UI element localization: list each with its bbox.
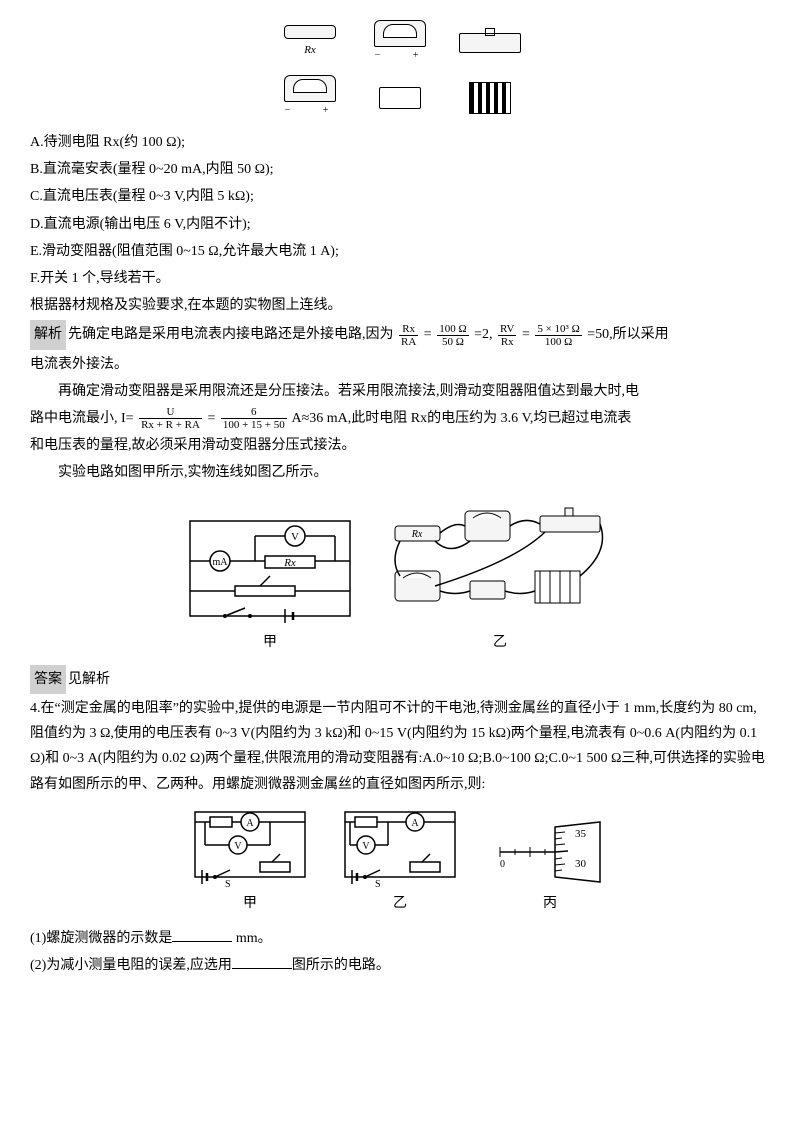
q4-circuit-jia: A V S 甲 [190, 807, 310, 916]
equipment-row-1: Rx − + [30, 20, 770, 65]
svg-text:mA: mA [213, 557, 229, 568]
fraction-2: 100 Ω50 Ω [437, 323, 468, 348]
instruction: 根据器材规格及实验要求,在本题的实物图上连线。 [30, 293, 770, 318]
circuit-jia: V mA Rx 甲 [185, 516, 355, 655]
q4-label-bing: 丙 [490, 891, 610, 916]
circuit-figures-1: V mA Rx 甲 [30, 496, 770, 655]
item-f: F.开关 1 个,导线若干。 [30, 266, 770, 291]
milliammeter: − + [365, 20, 435, 65]
svg-text:Rx: Rx [283, 557, 296, 569]
q4-micrometer: 0 35 30 丙 [490, 817, 610, 916]
answer-label: 答案 [30, 665, 66, 694]
analysis-label: 解析 [30, 320, 66, 349]
ma-terminals: − + [375, 47, 434, 65]
fraction-6: 6100 + 15 + 50 [221, 406, 287, 431]
circuit-jia-svg: V mA Rx [185, 516, 355, 626]
resistor-rx: Rx [275, 20, 345, 65]
fraction-3: RVRx [498, 323, 516, 348]
q4-label-jia: 甲 [190, 891, 310, 916]
analysis-line-1: 解析先确定电路是采用电流表内接电路还是外接电路,因为 RxRA = 100 Ω5… [30, 320, 770, 349]
mid2: =50,所以采用 [587, 327, 668, 342]
rheostat [455, 20, 525, 65]
item-e: E.滑动变阻器(阻值范围 0~15 Ω,允许最大电流 1 A); [30, 239, 770, 264]
q4-sub1: (1)螺旋测微器的示数是 mm。 [30, 926, 770, 951]
fraction-5: URx + R + RA [139, 406, 202, 431]
q4-sub1-a: (1)螺旋测微器的示数是 [30, 931, 172, 946]
q4-jia-svg: A V S [190, 807, 310, 887]
analysis-line-3c: 和电压表的量程,故必须采用滑动变阻器分压式接法。 [30, 433, 770, 458]
q4-circuit-yi: A V S 乙 [340, 807, 460, 916]
label-jia: 甲 [185, 630, 355, 655]
line3b: A≈36 mA,此时电阻 Rx的电压约为 3.6 V,均已超过电流表 [292, 411, 632, 426]
v-terminals: − + [285, 102, 344, 120]
line3a: 路中电流最小, I= [30, 411, 134, 426]
voltmeter: − + [275, 75, 345, 120]
rx-label: Rx [304, 41, 316, 61]
answer-line: 答案见解析 [30, 665, 770, 694]
q4-intro: 4.在“测定金属的电阻率”的实验中,提供的电源是一节内阻可不计的干电池,待测金属… [30, 696, 770, 797]
item-c: C.直流电压表(量程 0~3 V,内阻 5 kΩ); [30, 184, 770, 209]
micrometer-svg: 0 35 30 [490, 817, 610, 887]
svg-text:Rx: Rx [411, 529, 423, 540]
circuit-yi: Rx 乙 [385, 496, 615, 655]
switch [365, 75, 435, 120]
fraction-4: 5 × 10³ Ω100 Ω [535, 323, 581, 348]
svg-text:S: S [225, 879, 231, 887]
analysis-line-2: 再确定滑动变阻器是采用限流还是分压接法。若采用限流接法,则滑动变阻器阻值达到最大… [30, 379, 770, 404]
analysis-line-4: 实验电路如图甲所示,实物连线如图乙所示。 [30, 460, 770, 485]
analysis-line-1b: 电流表外接法。 [30, 352, 770, 377]
analysis-line-3: 路中电流最小, I= URx + R + RA = 6100 + 15 + 50… [30, 406, 770, 431]
eq3: = [207, 411, 218, 426]
svg-text:V: V [291, 531, 299, 543]
svg-text:A: A [246, 818, 254, 829]
fraction-1: RxRA [399, 323, 418, 348]
blank-1 [172, 927, 232, 942]
eq1: = [424, 327, 435, 342]
equipment-row-2: − + [30, 75, 770, 120]
label-yi: 乙 [385, 630, 615, 655]
item-b: B.直流毫安表(量程 0~20 mA,内阻 50 Ω); [30, 157, 770, 182]
svg-text:0: 0 [500, 859, 505, 870]
circuit-figures-2: A V S 甲 A V [30, 807, 770, 916]
answer-text: 见解析 [68, 672, 110, 687]
svg-text:S: S [375, 879, 381, 887]
blank-2 [232, 954, 292, 969]
item-d: D.直流电源(输出电压 6 V,内阻不计); [30, 212, 770, 237]
analysis-text-1a: 先确定电路是采用电流表内接电路还是外接电路,因为 [68, 327, 394, 342]
q4-sub2-a: (2)为减小测量电阻的误差,应选用 [30, 958, 232, 973]
eq2: = [522, 327, 533, 342]
q4-sub2: (2)为减小测量电阻的误差,应选用 图所示的电路。 [30, 953, 770, 978]
q4-sub1-b: mm。 [232, 931, 271, 946]
equipment-illustration: Rx − + − + [30, 20, 770, 120]
circuit-yi-svg: Rx [385, 496, 615, 626]
svg-text:V: V [234, 841, 242, 852]
item-a: A.待测电阻 Rx(约 100 Ω); [30, 130, 770, 155]
svg-text:A: A [411, 818, 419, 829]
mid1: =2, [474, 327, 492, 342]
battery [455, 75, 525, 120]
q4-yi-svg: A V S [340, 807, 460, 887]
svg-text:V: V [362, 841, 370, 852]
q4-label-yi: 乙 [340, 891, 460, 916]
svg-text:35: 35 [575, 828, 587, 840]
svg-text:30: 30 [575, 858, 587, 870]
q4-sub2-b: 图所示的电路。 [292, 958, 390, 973]
